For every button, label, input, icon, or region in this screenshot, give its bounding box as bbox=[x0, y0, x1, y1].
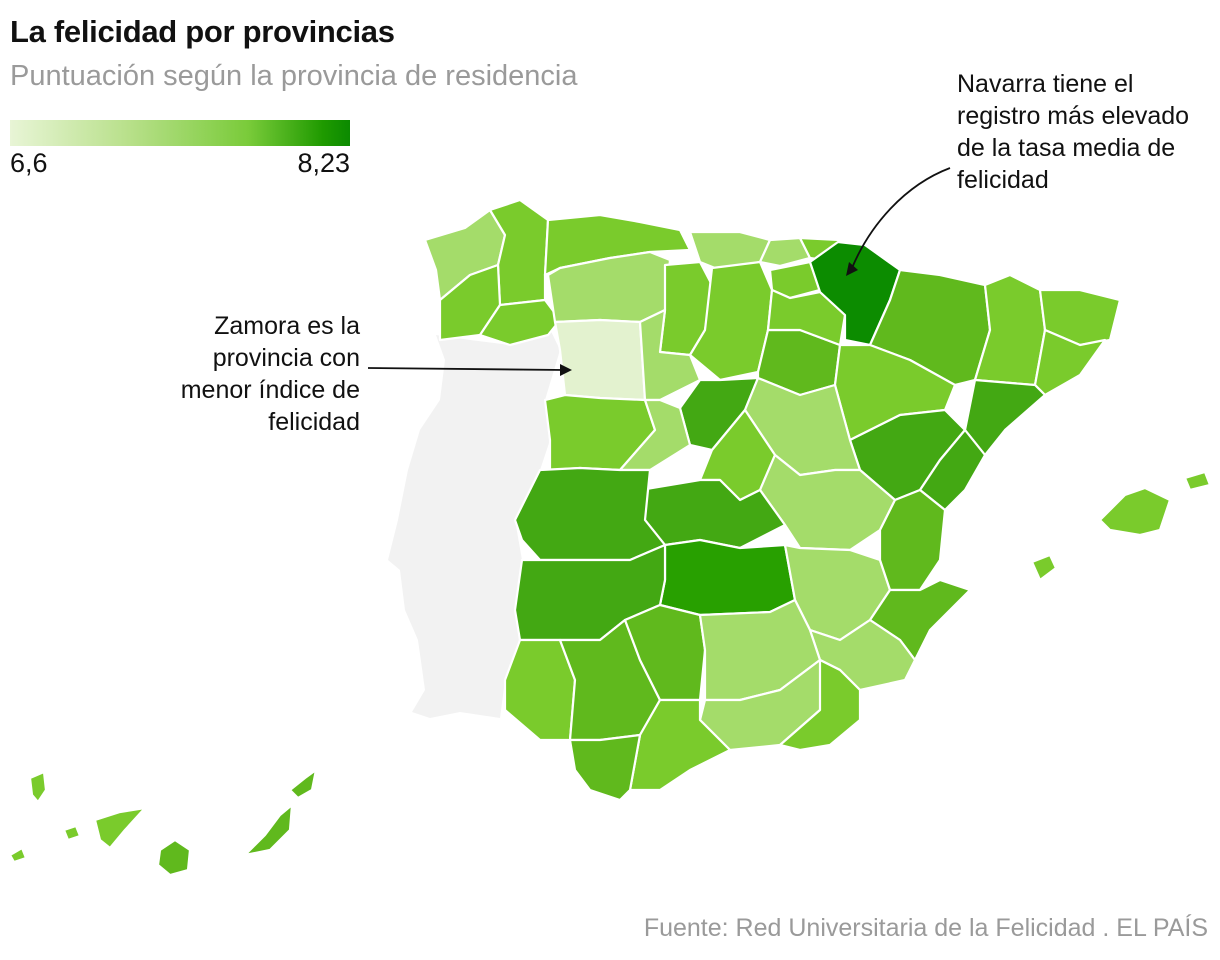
province-cadiz bbox=[568, 733, 642, 802]
canarias-gran-canaria bbox=[156, 838, 192, 877]
color-legend: 6,6 8,23 bbox=[10, 120, 350, 178]
legend-gradient-bar bbox=[10, 120, 350, 146]
province-caceres bbox=[513, 466, 667, 562]
canarias-tenerife bbox=[93, 806, 147, 850]
portugal-region bbox=[388, 325, 560, 718]
zamora-arrowhead bbox=[560, 364, 572, 376]
province-vizcaya bbox=[758, 236, 812, 268]
province-baleares-menorca bbox=[1183, 470, 1212, 492]
map-title: La felicidad por provincias bbox=[10, 14, 395, 49]
province-navarra bbox=[808, 240, 902, 347]
canarias-la-gomera bbox=[62, 824, 82, 842]
source-credit: Fuente: Red Universitaria de la Felicida… bbox=[643, 914, 1208, 942]
province-la-rioja bbox=[766, 288, 847, 347]
map-subtitle: Puntuación según la provincia de residen… bbox=[10, 60, 578, 92]
province-malaga bbox=[628, 698, 732, 792]
legend-min-label: 6,6 bbox=[10, 148, 48, 178]
canarias-la-palma bbox=[28, 770, 48, 804]
province-valencia bbox=[878, 488, 947, 592]
province-baleares-ibiza bbox=[1030, 553, 1058, 582]
canarias-lanzarote bbox=[288, 768, 318, 800]
canarias-fuerteventura bbox=[243, 803, 294, 857]
legend-max-label: 8,23 bbox=[297, 148, 350, 178]
province-cordoba bbox=[623, 603, 707, 702]
province-almeria bbox=[778, 658, 862, 752]
province-avila bbox=[618, 398, 692, 472]
province-baleares-mallorca bbox=[1098, 486, 1172, 537]
zamora-annotation: Zamora es la provincia con menor índice … bbox=[180, 312, 360, 436]
canarias-el-hierro bbox=[8, 846, 28, 864]
navarra-annotation-arrow bbox=[851, 167, 951, 269]
zamora-annotation-arrow bbox=[367, 367, 566, 371]
province-ciudad-real bbox=[658, 538, 797, 617]
province-zamora bbox=[553, 318, 647, 402]
navarra-arrowhead bbox=[846, 262, 858, 276]
navarra-annotation: Navarra tiene el registro más elevado de… bbox=[957, 70, 1190, 194]
